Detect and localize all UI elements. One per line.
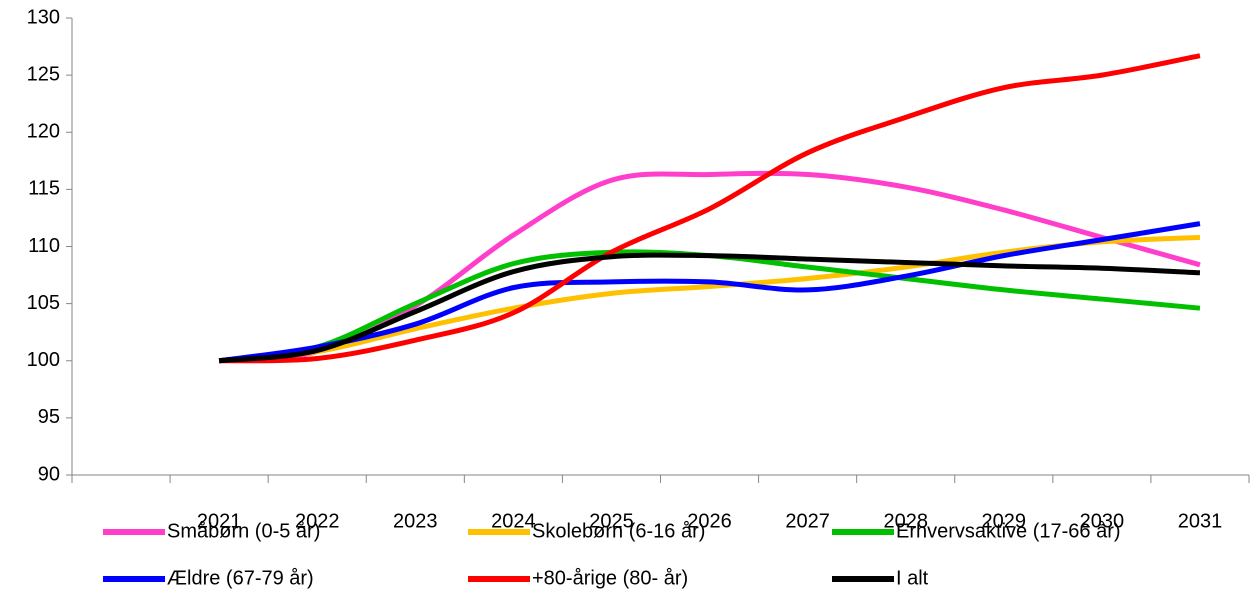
- y-tick-label: 95: [38, 406, 60, 428]
- x-tick-label: 2023: [393, 510, 438, 532]
- y-tick-label: 105: [27, 292, 60, 314]
- x-tick-label: 2028: [883, 510, 928, 532]
- x-tick-label: 2030: [1080, 510, 1125, 532]
- legend-label: Erhvervsaktive (17-66 år): [896, 520, 1121, 542]
- legend-label: I alt: [896, 567, 929, 589]
- x-tick-label: 2025: [589, 510, 634, 532]
- y-tick-label: 90: [38, 463, 60, 485]
- x-tick-label: 2024: [491, 510, 536, 532]
- x-tick-label: 2031: [1178, 510, 1223, 532]
- x-tick-label: 2026: [687, 510, 732, 532]
- y-tick-label: 110: [28, 235, 60, 257]
- series-line: [218, 221, 1201, 364]
- series-line: [218, 252, 1201, 364]
- x-tick-label: 2029: [982, 510, 1027, 532]
- y-tick-label: 125: [27, 63, 60, 85]
- x-tick-label: 2021: [197, 510, 242, 532]
- legend-label: +80-årige (80- år): [532, 567, 688, 589]
- y-tick-label: 120: [27, 121, 60, 143]
- y-tick-label: 130: [27, 6, 60, 28]
- series-line: [219, 53, 1201, 364]
- y-tick-label: 100: [27, 349, 60, 371]
- x-tick-label: 2022: [295, 510, 340, 532]
- y-tick-label: 115: [28, 178, 60, 200]
- legend-label: Skolebørn (6-16 år): [532, 520, 705, 542]
- x-tick-label: 2027: [785, 510, 830, 532]
- legend-label: Småbørn (0-5 år): [167, 520, 320, 542]
- legend-label: Ældre (67-79 år): [167, 567, 314, 589]
